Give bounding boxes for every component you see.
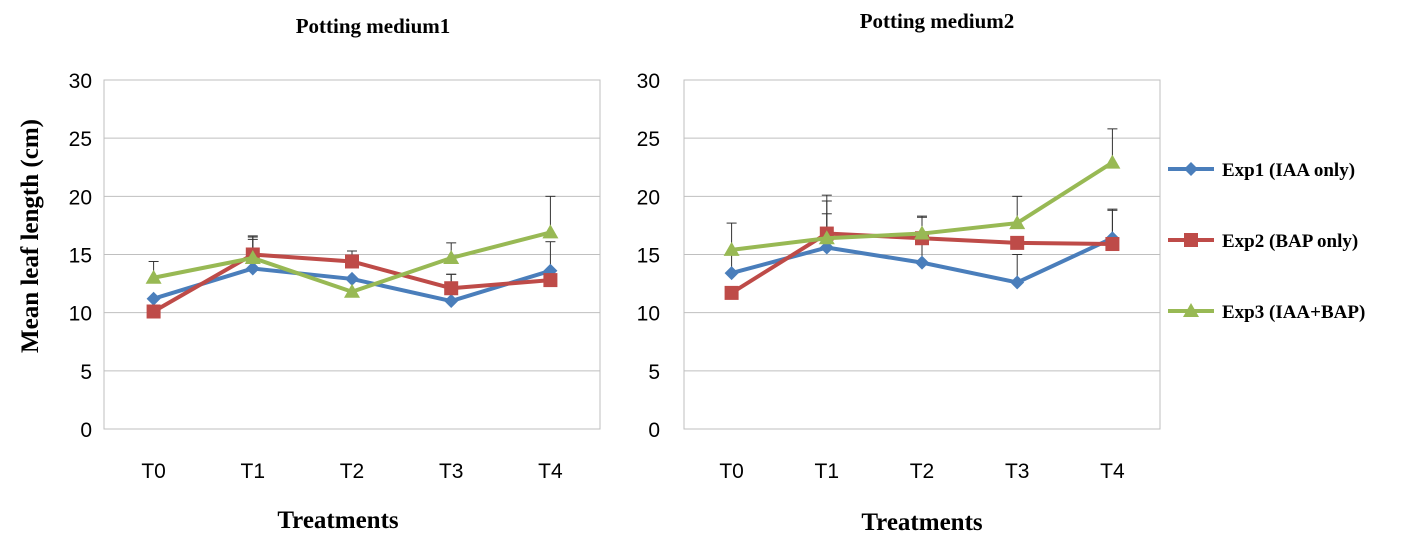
x-tick-label: T3 — [1005, 460, 1030, 483]
legend-item: Exp1 (IAA only) — [1168, 160, 1355, 181]
y-tick-label: 30 — [69, 70, 92, 93]
data-point-marker — [444, 281, 459, 296]
y-tick-label: 15 — [69, 245, 92, 268]
data-point-marker — [1009, 215, 1026, 230]
series-group — [723, 128, 1121, 300]
x-tick-label: T2 — [340, 460, 365, 483]
grid — [104, 79, 600, 430]
data-point-marker — [345, 254, 359, 269]
data-point-marker — [914, 225, 930, 240]
x-tick-label: T4 — [538, 460, 563, 483]
legend-item: Exp3 (IAA+BAP) — [1168, 302, 1365, 323]
data-point-marker — [543, 273, 558, 288]
data-point-marker — [146, 291, 161, 306]
data-point-marker — [443, 249, 460, 264]
legend-label: Exp2 (BAP only) — [1222, 231, 1358, 252]
legend-label: Exp3 (IAA+BAP) — [1222, 302, 1365, 323]
data-point-marker — [915, 255, 929, 270]
x-axis-label: Treatments — [861, 509, 983, 533]
y-tick-label: 30 — [637, 70, 660, 93]
x-tick-label: T4 — [1100, 460, 1125, 483]
x-tick-label: T0 — [141, 460, 166, 483]
data-point-marker — [724, 266, 739, 281]
series-line — [145, 224, 559, 298]
y-tick-label: 25 — [69, 128, 92, 151]
data-point-marker — [542, 224, 559, 239]
y-tick-label: 15 — [637, 245, 660, 268]
data-point-marker — [1183, 303, 1199, 317]
data-point-marker — [146, 304, 161, 319]
data-point-marker — [1105, 237, 1120, 252]
y-tick-label: 0 — [80, 419, 92, 442]
y-tick-label: 5 — [648, 361, 660, 384]
y-tick-label: 10 — [69, 303, 92, 326]
data-point-marker — [145, 269, 162, 284]
data-point-marker — [1184, 233, 1198, 247]
legend: Exp1 (IAA only) Exp2 (BAP only) Exp3 (IAA+… — [1168, 160, 1365, 323]
x-tick-labels: T0 T1 T2 T3 T4 — [719, 460, 1125, 483]
series-line — [723, 154, 1121, 256]
data-point-marker — [723, 241, 740, 256]
data-point-marker — [1184, 162, 1198, 176]
x-tick-label: T3 — [439, 460, 464, 483]
series-line — [146, 247, 558, 319]
y-tick-label: 10 — [637, 303, 660, 326]
x-tick-label: T1 — [815, 460, 840, 483]
y-tick-label: 0 — [648, 419, 660, 442]
series-group — [145, 195, 559, 319]
y-tick-labels: 0 5 10 15 20 25 30 — [69, 70, 92, 442]
y-tick-labels: 0 5 10 15 20 25 30 — [637, 70, 660, 442]
y-tick-label: 25 — [637, 128, 660, 151]
data-point-marker — [344, 283, 360, 298]
legend-item: Exp2 (BAP only) — [1168, 231, 1358, 252]
series-line — [146, 261, 558, 309]
y-axis-label: Mean leaf length (cm) — [17, 119, 44, 353]
data-point-marker — [444, 294, 459, 309]
chart-title: Potting medium1 — [296, 14, 451, 38]
x-axis-label: Treatments — [277, 507, 399, 533]
data-point-marker — [1104, 154, 1121, 169]
data-point-marker — [818, 230, 835, 245]
legend-label: Exp1 (IAA only) — [1222, 160, 1355, 181]
data-point-marker — [1010, 235, 1025, 250]
x-tick-label: T0 — [719, 460, 744, 483]
data-point-marker — [1010, 275, 1025, 290]
y-tick-label: 20 — [69, 186, 92, 209]
data-point-marker — [244, 249, 261, 264]
y-tick-label: 5 — [80, 361, 92, 384]
x-tick-label: T2 — [910, 460, 935, 483]
data-point-marker — [724, 285, 739, 300]
y-tick-label: 20 — [637, 186, 660, 209]
chart-title: Potting medium2 — [860, 9, 1015, 33]
data-point-marker — [245, 261, 260, 276]
data-point-marker — [345, 271, 359, 286]
x-tick-labels: T0 T1 T2 T3 T4 — [141, 460, 563, 483]
x-tick-label: T1 — [241, 460, 266, 483]
